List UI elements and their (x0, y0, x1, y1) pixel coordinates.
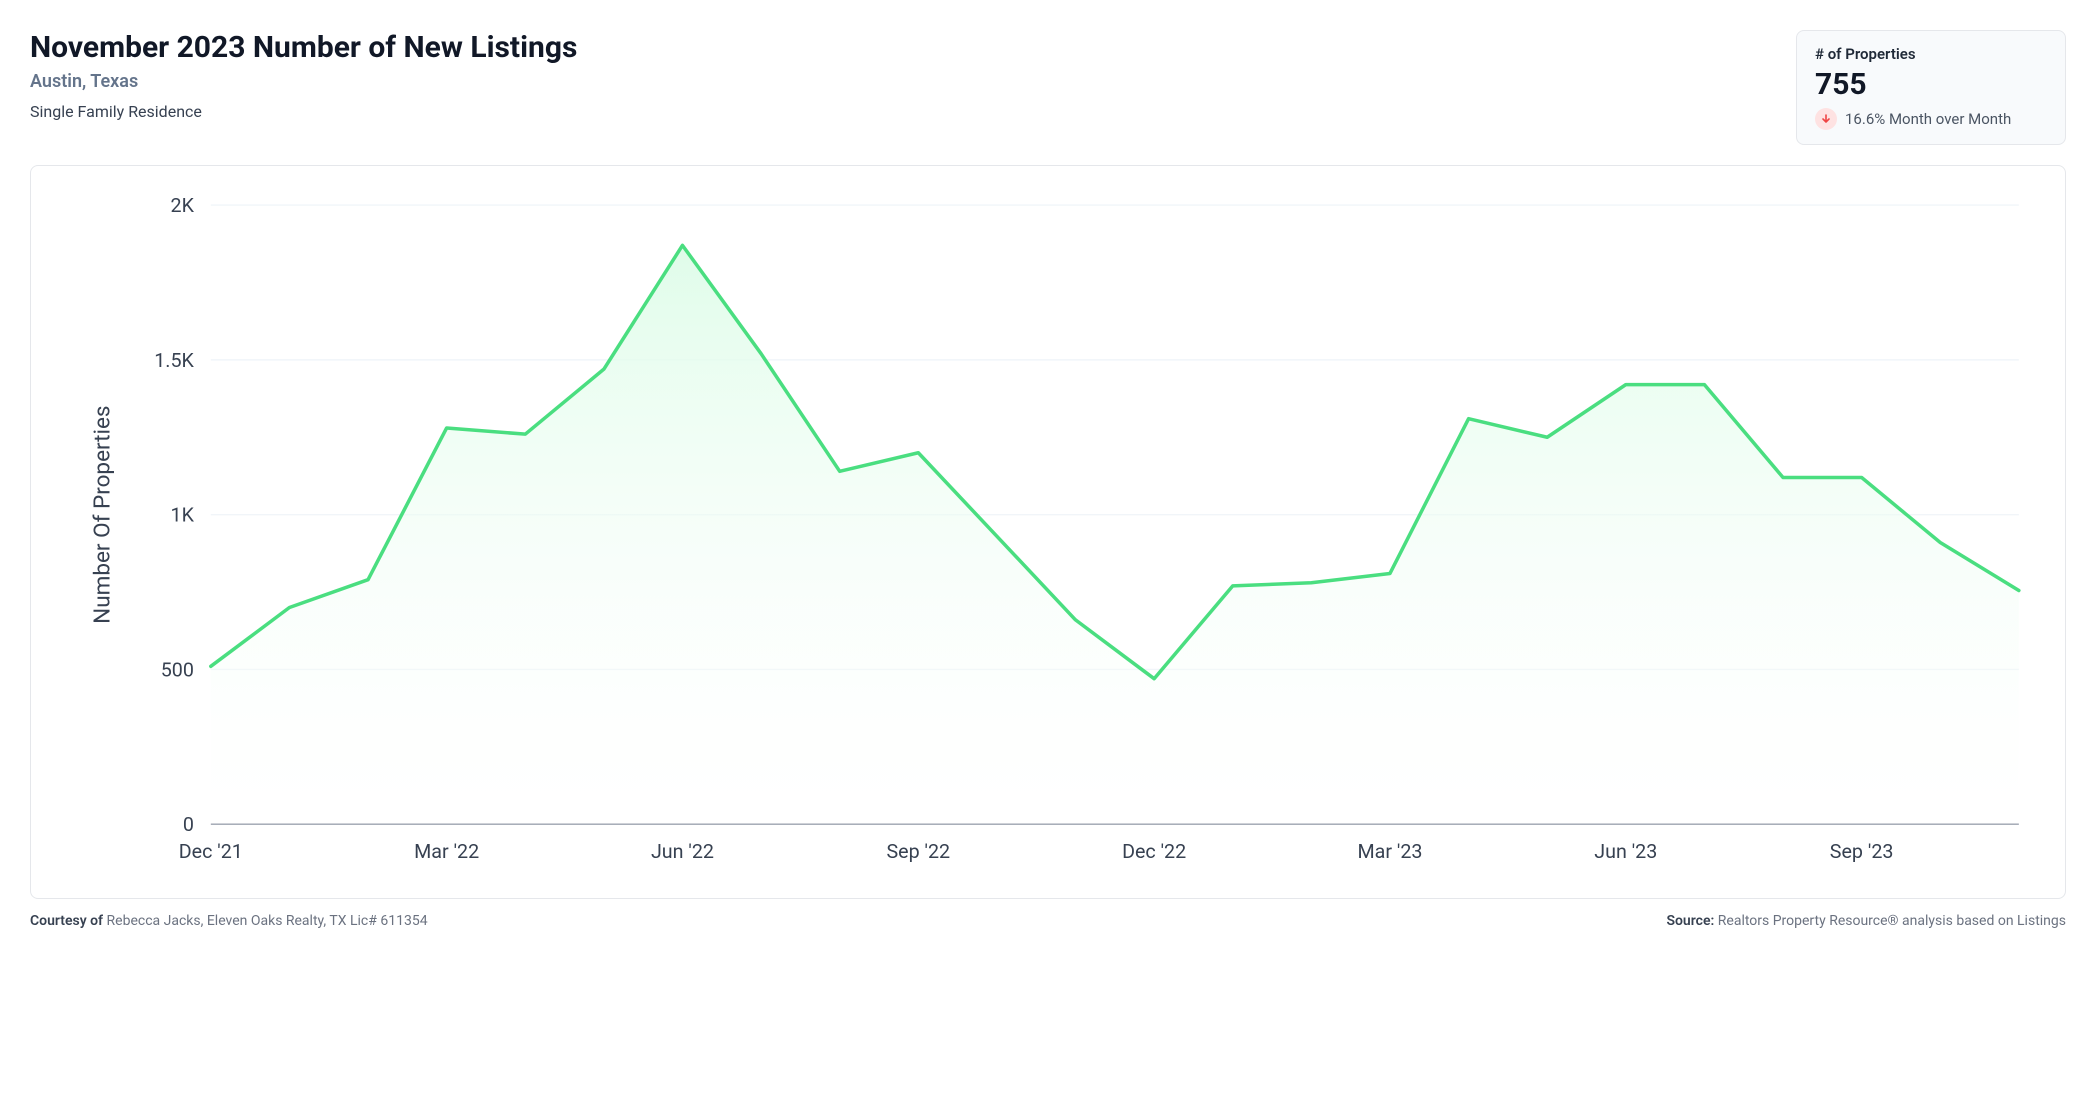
stat-card: # of Properties 755 16.6% Month over Mon… (1796, 30, 2066, 145)
source-label: Source: (1666, 913, 1714, 929)
source-text: Realtors Property Resource® analysis bas… (1718, 913, 2066, 929)
x-tick-label: Sep '22 (886, 840, 950, 863)
chart-area (211, 245, 2019, 824)
x-tick-label: Dec '21 (179, 840, 243, 863)
x-tick-label: Mar '22 (414, 840, 479, 863)
stat-change-text: 16.6% Month over Month (1845, 110, 2011, 128)
page-title: November 2023 Number of New Listings (30, 30, 577, 65)
source-line: Source: Realtors Property Resource® anal… (1666, 913, 2066, 929)
y-tick-label: 2K (171, 194, 195, 217)
header-row: November 2023 Number of New Listings Aus… (30, 30, 2066, 145)
y-tick-label: 1.5K (154, 349, 194, 372)
arrow-down-icon (1815, 108, 1837, 130)
x-tick-label: Dec '22 (1122, 840, 1186, 863)
property-subtype: Single Family Residence (30, 102, 577, 121)
stat-change: 16.6% Month over Month (1815, 108, 2047, 130)
chart-container: 0 500 1K 1.5K 2K Dec '21 Mar '22 Jun '22 Sep '22… (30, 165, 2066, 899)
location-text: Austin, Texas (30, 71, 577, 92)
stat-label: # of Properties (1815, 45, 2047, 63)
courtesy-line: Courtesy of Rebecca Jacks, Eleven Oaks R… (30, 913, 428, 929)
x-tick-label: Jun '22 (651, 840, 714, 863)
courtesy-label: Courtesy of (30, 913, 103, 929)
y-axis-title: Number Of Properties (90, 405, 116, 623)
y-tick-label: 500 (161, 658, 194, 681)
x-tick-label: Jun '23 (1594, 840, 1657, 863)
x-tick-label: Mar '23 (1357, 840, 1422, 863)
footer-row: Courtesy of Rebecca Jacks, Eleven Oaks R… (30, 913, 2066, 929)
y-tick-label: 1K (171, 504, 195, 527)
area-chart: 0 500 1K 1.5K 2K Dec '21 Mar '22 Jun '22 Sep '22… (49, 184, 2047, 888)
courtesy-text: Rebecca Jacks, Eleven Oaks Realty, TX Li… (107, 913, 428, 929)
y-tick-label: 0 (183, 813, 194, 836)
stat-value: 755 (1815, 67, 2047, 102)
x-tick-label: Sep '23 (1830, 840, 1894, 863)
header-left: November 2023 Number of New Listings Aus… (30, 30, 577, 121)
